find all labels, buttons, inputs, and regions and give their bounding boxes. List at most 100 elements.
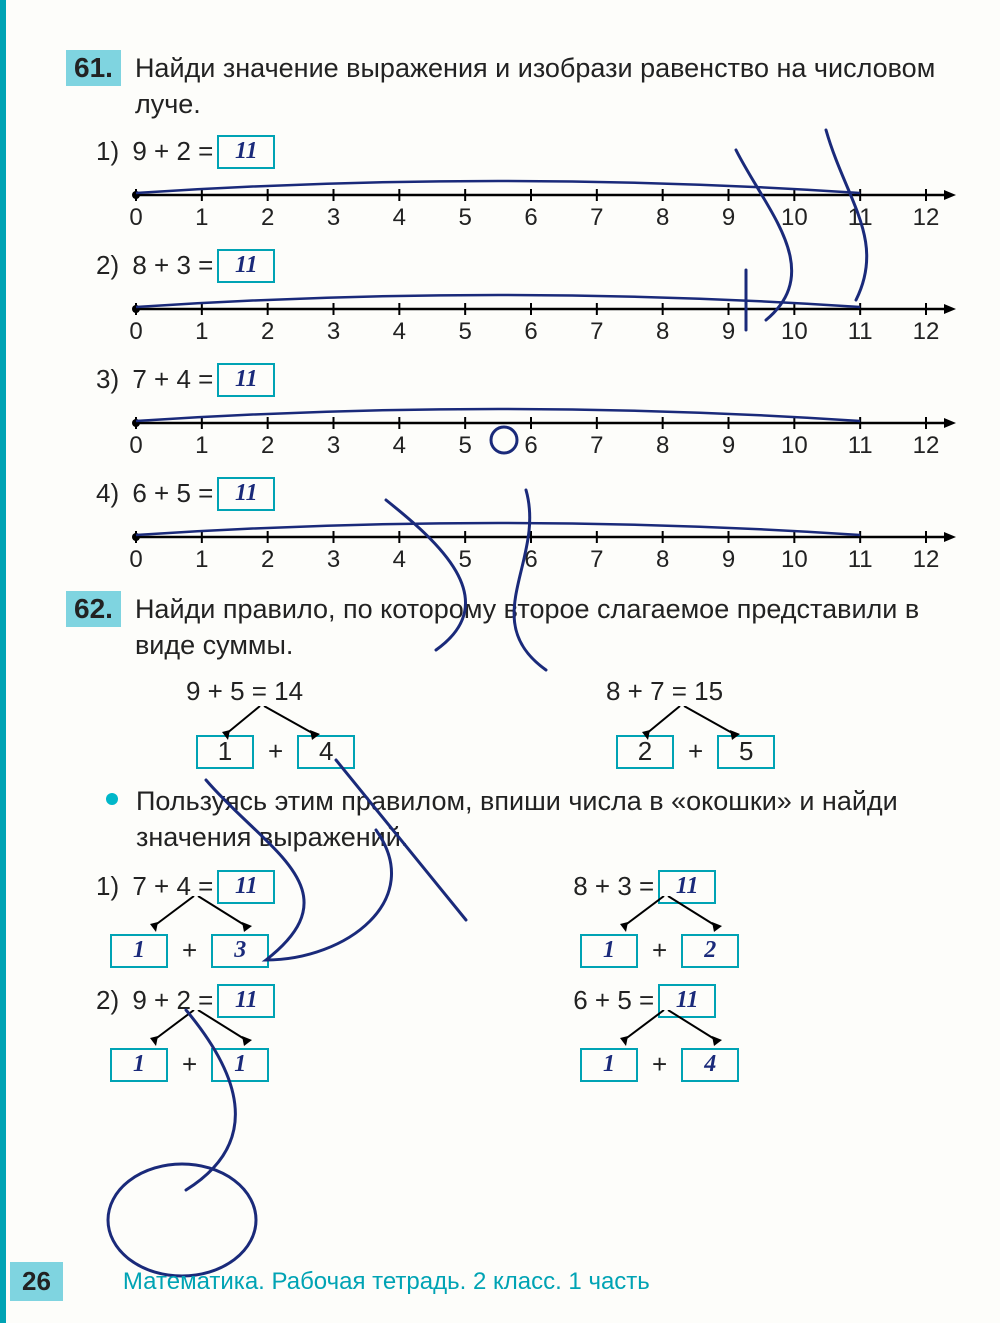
task-61-header: 61. Найди значение выражения и изобрази …: [66, 50, 970, 123]
part-box[interactable]: 4: [681, 1048, 739, 1082]
svg-text:7: 7: [590, 204, 603, 231]
number-line-wrap: 0123456789101112: [126, 175, 956, 235]
operator: +: [154, 136, 169, 167]
svg-text:11: 11: [848, 318, 873, 345]
task-number: 61.: [66, 50, 121, 86]
svg-text:11: 11: [848, 546, 873, 573]
operand-a: 8: [566, 871, 595, 902]
task61-item-3: 3) 7 + 4 = 11: [96, 363, 970, 397]
svg-text:2: 2: [261, 204, 274, 231]
equals: =: [198, 250, 213, 281]
operator: +: [154, 250, 169, 281]
svg-text:8: 8: [656, 432, 669, 459]
part-box[interactable]: 1: [211, 1048, 269, 1082]
svg-text:4: 4: [393, 546, 406, 573]
number-line: 0123456789101112: [126, 175, 956, 235]
svg-text:9: 9: [722, 204, 735, 231]
answer-box[interactable]: 11: [217, 135, 275, 169]
operand-b: 5: [169, 478, 198, 509]
equals: =: [198, 478, 213, 509]
answer-box[interactable]: 11: [217, 249, 275, 283]
svg-text:0: 0: [129, 432, 142, 459]
part-box[interactable]: 2: [681, 934, 739, 968]
equals: =: [198, 364, 213, 395]
operator: +: [595, 871, 610, 902]
answer: 11: [235, 480, 258, 507]
operand-a: 6: [566, 985, 595, 1016]
svg-text:10: 10: [781, 318, 808, 345]
svg-text:9: 9: [722, 432, 735, 459]
svg-text:8: 8: [656, 204, 669, 231]
operand-a: 8: [125, 250, 154, 281]
example-top: 9 + 5 = 14: [186, 676, 486, 707]
svg-text:12: 12: [913, 546, 940, 573]
plus: +: [182, 1049, 197, 1080]
part-box[interactable]: 1: [580, 1048, 638, 1082]
svg-text:5: 5: [458, 204, 471, 231]
svg-text:10: 10: [781, 432, 808, 459]
svg-text:6: 6: [524, 204, 537, 231]
part2: 4: [704, 1051, 716, 1078]
svg-text:4: 4: [393, 432, 406, 459]
part-box[interactable]: 1: [110, 1048, 168, 1082]
part2: 2: [704, 937, 716, 964]
part1: 1: [603, 1051, 615, 1078]
svg-text:12: 12: [913, 318, 940, 345]
part-box[interactable]: 1: [110, 934, 168, 968]
svg-text:8: 8: [656, 546, 669, 573]
part1: 1: [603, 937, 615, 964]
answer: 11: [235, 366, 258, 393]
task-62-bullet: Пользуясь этим правилом, впиши числа в «…: [106, 783, 970, 856]
sub-expression: 6 + 5 = 11 1 + 4: [566, 984, 906, 1084]
svg-text:7: 7: [590, 546, 603, 573]
svg-text:0: 0: [129, 318, 142, 345]
task61-item-4: 4) 6 + 5 = 11: [96, 477, 970, 511]
svg-text:9: 9: [722, 546, 735, 573]
svg-text:5: 5: [458, 546, 471, 573]
svg-text:3: 3: [327, 318, 340, 345]
svg-text:6: 6: [524, 318, 537, 345]
split-arrows-icon: [616, 1010, 756, 1048]
svg-text:3: 3: [327, 432, 340, 459]
task61-item-2: 2) 8 + 3 = 11: [96, 249, 970, 283]
part-box[interactable]: 3: [211, 934, 269, 968]
task-text: Найди значение выражения и изобрази раве…: [135, 50, 970, 123]
footer-text: Математика. Рабочая тетрадь. 2 класс. 1 …: [123, 1268, 650, 1296]
svg-text:1: 1: [195, 318, 208, 345]
page-number: 26: [10, 1262, 63, 1301]
answer-box[interactable]: 11: [217, 477, 275, 511]
number-line-wrap: 0123456789101112: [126, 289, 956, 349]
operand-b: 4: [169, 364, 198, 395]
operand-a: 6: [125, 478, 154, 509]
example-top: 8 + 7 = 15: [606, 676, 906, 707]
svg-text:3: 3: [327, 204, 340, 231]
svg-text:0: 0: [129, 204, 142, 231]
svg-text:5: 5: [458, 432, 471, 459]
number-line-wrap: 0123456789101112: [126, 403, 956, 463]
split-arrows-icon: [146, 896, 286, 934]
svg-text:5: 5: [458, 318, 471, 345]
part1: 1: [133, 1051, 145, 1078]
svg-text:10: 10: [781, 204, 808, 231]
part-box[interactable]: 1: [580, 934, 638, 968]
item-index: 2): [96, 250, 119, 281]
bullet-icon: [106, 793, 118, 805]
answer-box[interactable]: 11: [217, 363, 275, 397]
number-line: 0123456789101112: [126, 289, 956, 349]
operator: +: [154, 478, 169, 509]
item-index: 2): [96, 985, 119, 1016]
operator: +: [595, 985, 610, 1016]
page-footer: 26 Математика. Рабочая тетрадь. 2 класс.…: [6, 1262, 1000, 1301]
svg-text:9: 9: [722, 318, 735, 345]
operator: +: [154, 364, 169, 395]
operand-a: 9: [125, 136, 154, 167]
svg-text:7: 7: [590, 318, 603, 345]
task62-subrow-2: 2) 9 + 2 = 11 1 + 1 6 + 5 = 11: [96, 984, 970, 1084]
svg-text:11: 11: [848, 432, 873, 459]
answer: 11: [235, 138, 258, 165]
item-index: 3): [96, 364, 119, 395]
split-arrows-icon: [640, 706, 780, 742]
sub-expression: 2) 9 + 2 = 11 1 + 1: [96, 984, 436, 1084]
svg-text:0: 0: [129, 546, 142, 573]
svg-text:7: 7: [590, 432, 603, 459]
